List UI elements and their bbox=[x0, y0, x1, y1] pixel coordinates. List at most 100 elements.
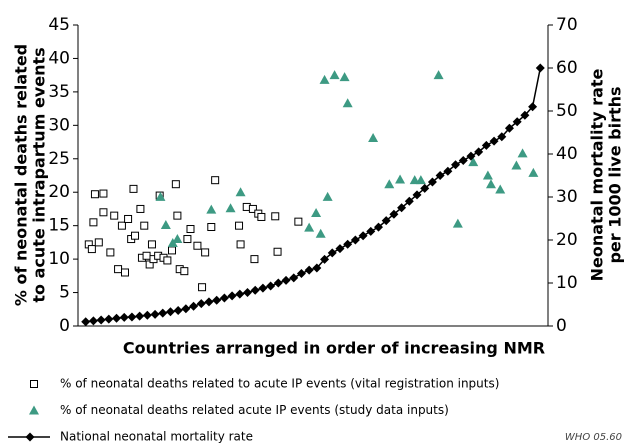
diamond-marker bbox=[320, 254, 330, 264]
triangle-marker bbox=[452, 218, 463, 228]
triangle-marker bbox=[319, 74, 330, 84]
diamond-marker bbox=[512, 117, 522, 127]
y-tick-label: 5 bbox=[59, 283, 70, 303]
diamond-marker bbox=[420, 183, 430, 193]
square-marker bbox=[273, 247, 282, 256]
diamond-marker bbox=[489, 136, 499, 146]
note: WHO 05.60 bbox=[565, 432, 622, 443]
diamond-marker bbox=[289, 273, 299, 283]
diamond-marker bbox=[258, 283, 268, 293]
square-marker bbox=[250, 255, 259, 264]
diamond-marker bbox=[443, 166, 453, 176]
y-tick-label: 35 bbox=[48, 82, 70, 102]
diamond-marker bbox=[474, 147, 484, 157]
triangle-marker bbox=[482, 170, 493, 180]
square-marker bbox=[90, 190, 99, 199]
square-marker bbox=[99, 189, 108, 198]
triangle-marker bbox=[495, 184, 506, 194]
y-tick-label: 25 bbox=[48, 149, 70, 169]
diamond-marker bbox=[327, 248, 337, 258]
y-axis-title: to acute intrapartum events bbox=[30, 47, 49, 302]
triangle-marker bbox=[315, 228, 326, 238]
triangle-marker bbox=[155, 191, 166, 201]
square-marker bbox=[180, 267, 189, 276]
square-marker bbox=[140, 221, 149, 230]
diamond-marker bbox=[135, 311, 145, 321]
triangle-marker bbox=[433, 70, 444, 80]
legend-marker bbox=[30, 380, 38, 388]
diamond-marker bbox=[296, 269, 306, 279]
triangle-marker bbox=[468, 157, 479, 167]
diamond-marker bbox=[350, 235, 360, 245]
square-marker bbox=[236, 240, 245, 249]
diamond-marker bbox=[212, 295, 222, 305]
square-marker bbox=[257, 212, 266, 221]
diamond-marker bbox=[281, 275, 291, 285]
diamond-marker bbox=[273, 278, 283, 288]
legend-label: % of neonatal deaths related acute IP ev… bbox=[60, 403, 449, 417]
y-tick-label: 40 bbox=[48, 48, 70, 68]
square-marker bbox=[131, 231, 140, 240]
y2-tick-label: 20 bbox=[556, 230, 578, 250]
y-tick-label: 0 bbox=[59, 316, 70, 336]
x-axis-title: Countries arranged in order of increasin… bbox=[123, 339, 545, 358]
square-marker bbox=[211, 176, 220, 185]
triangle-marker bbox=[160, 219, 171, 229]
y2-axis-title: Neonatal mortality rate bbox=[588, 68, 607, 281]
y-tick-label: 30 bbox=[48, 115, 70, 135]
diamond-marker bbox=[104, 314, 114, 324]
triangle-marker bbox=[485, 179, 496, 189]
legend-marker bbox=[25, 432, 35, 442]
square-marker bbox=[110, 211, 119, 220]
diamond-marker bbox=[165, 307, 175, 317]
triangle-marker bbox=[384, 179, 395, 189]
diamond-marker bbox=[81, 317, 91, 327]
square-marker bbox=[94, 238, 103, 247]
square-marker bbox=[171, 180, 180, 189]
diamond-marker bbox=[528, 102, 538, 112]
diamond-marker bbox=[112, 313, 122, 323]
diamond-marker bbox=[335, 244, 345, 254]
square-marker bbox=[207, 223, 216, 232]
diamond-marker bbox=[404, 196, 414, 206]
diamond-marker bbox=[373, 222, 383, 232]
legend-marker bbox=[29, 405, 39, 415]
y2-tick-label: 60 bbox=[556, 58, 578, 78]
legend-label: % of neonatal deaths related to acute IP… bbox=[60, 377, 499, 391]
square-marker bbox=[271, 212, 280, 221]
diamond-marker bbox=[312, 263, 322, 273]
diamond-marker bbox=[343, 239, 353, 249]
square-marker bbox=[121, 268, 129, 277]
square-marker bbox=[186, 225, 195, 234]
legend-label: National neonatal mortality rate bbox=[60, 430, 253, 444]
y-tick-label: 10 bbox=[48, 249, 70, 269]
diamond-marker bbox=[204, 297, 214, 307]
diamond-marker bbox=[366, 226, 376, 236]
triangle-marker bbox=[415, 175, 426, 185]
diamond-marker bbox=[88, 316, 98, 326]
diamond-marker bbox=[181, 304, 191, 314]
square-marker bbox=[117, 221, 126, 230]
square-marker bbox=[248, 204, 257, 213]
y-tick-label: 45 bbox=[48, 15, 70, 35]
y-tick-label: 20 bbox=[48, 182, 70, 202]
diamond-marker bbox=[150, 309, 160, 319]
diamond-marker bbox=[497, 132, 507, 142]
diamond-marker bbox=[397, 203, 407, 213]
diamond-marker bbox=[535, 63, 545, 73]
square-marker bbox=[163, 256, 172, 265]
square-marker bbox=[87, 245, 96, 254]
diamond-marker bbox=[381, 216, 391, 226]
diamond-marker bbox=[304, 265, 314, 275]
diamond-marker bbox=[158, 308, 168, 318]
diamond-marker bbox=[196, 299, 206, 309]
square-marker bbox=[198, 283, 207, 292]
square-marker bbox=[294, 217, 303, 226]
square-marker bbox=[235, 221, 244, 230]
square-marker bbox=[129, 184, 138, 193]
diamond-marker bbox=[127, 312, 137, 322]
diamond-marker bbox=[435, 171, 445, 180]
diamond-marker bbox=[412, 190, 422, 200]
y-axis-title: % of neonatal deaths related bbox=[12, 44, 31, 306]
diamond-marker bbox=[266, 281, 276, 291]
